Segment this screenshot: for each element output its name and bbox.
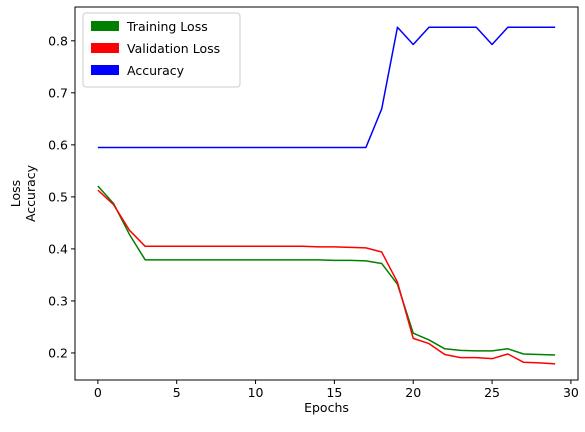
- y-tick-label: 0.7: [48, 85, 68, 100]
- y-tick-label: 0.3: [48, 293, 68, 308]
- series-line-training-loss: [97, 185, 556, 356]
- legend-swatch-accuracy: [91, 65, 119, 75]
- x-tick-label: 5: [173, 385, 181, 400]
- series-line-accuracy: [97, 26, 556, 149]
- y-tick-label: 0.2: [48, 345, 68, 360]
- x-tick-label: 20: [405, 385, 421, 400]
- x-axis: 0 5 10 15 20 25 30: [94, 380, 579, 400]
- y-axis-label-accuracy: Accuracy: [23, 164, 38, 222]
- legend-box: [82, 12, 241, 88]
- x-axis-label: Epochs: [304, 400, 349, 415]
- series-layer: [97, 26, 556, 365]
- legend: Training Loss Validation Loss Accuracy: [82, 12, 241, 88]
- legend-swatch-training-loss: [91, 21, 119, 31]
- y-tick-label: 0.6: [48, 137, 68, 152]
- legend-label-validation-loss: Validation Loss: [127, 41, 220, 56]
- x-tick-label: 15: [326, 385, 342, 400]
- x-tick-label: 30: [563, 385, 579, 400]
- plot-frame: [74, 6, 579, 381]
- y-axis: 0.2 0.3 0.4 0.5 0.6 0.7 0.8: [48, 33, 75, 360]
- x-tick-label: 10: [248, 385, 264, 400]
- legend-label-accuracy: Accuracy: [127, 63, 185, 78]
- legend-label-training-loss: Training Loss: [126, 19, 208, 34]
- y-axis-label-loss: Loss: [8, 180, 23, 207]
- legend-swatch-validation-loss: [91, 43, 119, 53]
- plot-area: [74, 6, 579, 381]
- series-line-validation-loss: [97, 189, 556, 365]
- x-tick-label: 0: [94, 385, 102, 400]
- y-tick-label: 0.8: [48, 33, 68, 48]
- y-tick-label: 0.4: [48, 241, 68, 256]
- y-tick-label: 0.5: [48, 189, 68, 204]
- x-tick-label: 25: [484, 385, 500, 400]
- y-axis-label: Loss Accuracy: [8, 164, 38, 222]
